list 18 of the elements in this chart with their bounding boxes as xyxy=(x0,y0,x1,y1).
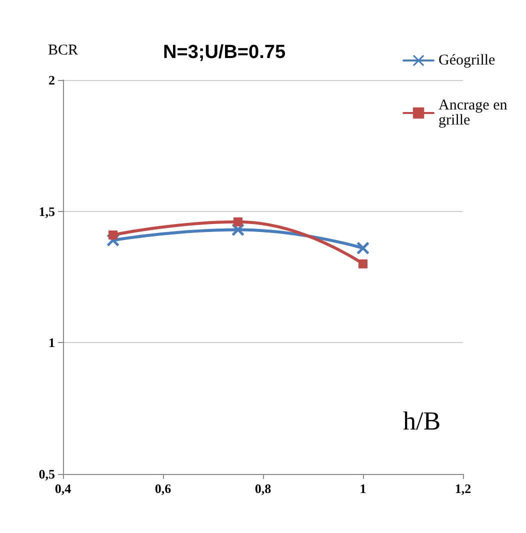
point xyxy=(234,217,242,226)
y-tick-label: 1 xyxy=(48,335,55,350)
point xyxy=(108,230,118,240)
x-tick-label: 0,4 xyxy=(54,481,72,496)
point xyxy=(357,242,369,254)
x-tick-label: 0,6 xyxy=(154,481,172,496)
y-tick-label: 2 xyxy=(48,72,55,88)
x-tick-label: 1,2 xyxy=(454,481,472,496)
y-axis-title: BCR xyxy=(48,42,78,58)
legend-label: Géogrille xyxy=(438,52,496,68)
x-axis-title: h/B xyxy=(403,406,441,436)
y-tick-label: 1,5 xyxy=(38,204,56,219)
x-tick-label: 1 xyxy=(360,481,366,496)
x-tick-label: 0,8 xyxy=(254,481,272,496)
point xyxy=(358,259,368,268)
y-tick-label: 0,5 xyxy=(38,466,56,482)
legend-label: Ancrage en grille xyxy=(438,98,512,128)
chart-title: N=3;U/B=0.75 xyxy=(163,42,286,63)
